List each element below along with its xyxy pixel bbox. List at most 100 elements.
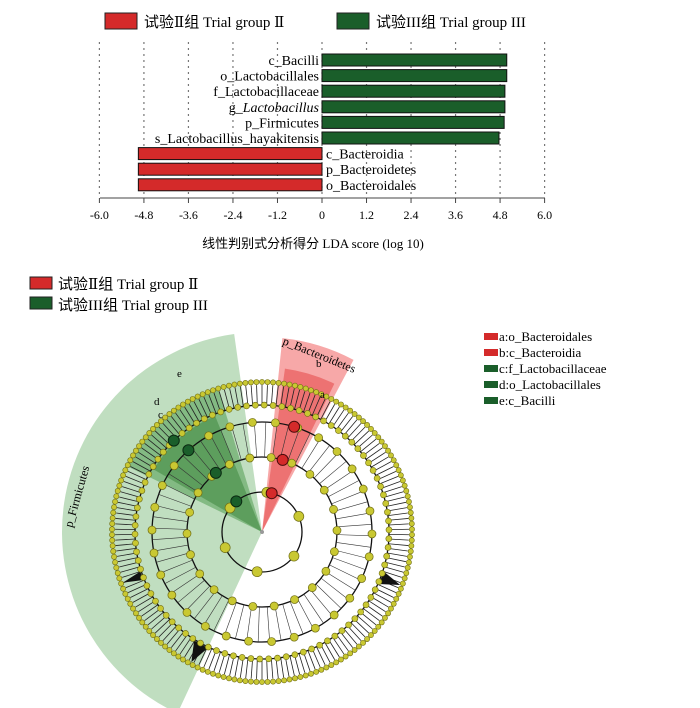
genus-node xyxy=(269,402,277,409)
leaf-spoke xyxy=(115,538,136,541)
leaf-node xyxy=(114,570,121,576)
leaf-node xyxy=(408,537,415,544)
key-label-e: e:c_Bacilli xyxy=(499,393,556,408)
leaf-node xyxy=(385,447,391,454)
genus-node xyxy=(131,522,139,529)
inner-node xyxy=(321,566,331,576)
inner-node xyxy=(332,447,342,456)
leaf-node xyxy=(397,472,404,479)
inner-node xyxy=(329,610,339,620)
genus-node xyxy=(256,655,264,663)
leaf-spoke xyxy=(368,600,386,613)
leaf-spoke xyxy=(365,447,383,460)
branch-link xyxy=(257,606,260,642)
leaf-spoke xyxy=(280,657,285,678)
bar-label-8: o_Bacteroidales xyxy=(326,179,416,194)
leaf-spoke xyxy=(166,628,181,645)
leaf-spoke xyxy=(289,655,295,676)
root-node xyxy=(260,530,264,534)
leaf-spoke xyxy=(363,443,380,456)
bar-label-7: p_Bacteroidetes xyxy=(326,163,416,178)
leaf-node xyxy=(109,537,116,544)
leaf-spoke xyxy=(363,608,380,621)
leaf-spoke xyxy=(328,639,340,658)
legend-swatch-group2 xyxy=(104,12,138,30)
leaf-node xyxy=(264,379,271,386)
genus-node xyxy=(357,608,364,616)
leaf-spoke xyxy=(307,650,316,670)
bar-label-0: c_Bacilli xyxy=(268,54,319,69)
leaf-node xyxy=(150,632,156,638)
branch-link xyxy=(319,461,347,485)
genus-node xyxy=(168,618,176,626)
x-tick-label-1: -4.8 xyxy=(134,208,153,222)
leaf-spoke xyxy=(332,409,345,427)
branch-link xyxy=(210,434,228,466)
inner-node xyxy=(150,502,160,512)
clade-nodes xyxy=(109,379,415,685)
branch-link xyxy=(170,573,200,594)
leaf-spoke xyxy=(132,592,151,603)
leaf-spoke xyxy=(320,644,331,663)
leaf-spoke xyxy=(203,648,213,668)
leaf-spoke xyxy=(151,434,167,449)
inner-node xyxy=(329,505,338,514)
genus-node xyxy=(140,574,147,581)
leaf-spoke xyxy=(116,547,137,552)
leaf-node xyxy=(166,411,173,417)
inner-node xyxy=(332,526,342,535)
leaf-node xyxy=(189,662,196,668)
leaf-node xyxy=(347,407,354,414)
x-tick-label-10: 6.0 xyxy=(537,208,552,222)
inner-node xyxy=(290,595,299,604)
leaf-spoke xyxy=(179,409,192,427)
leaf-spoke xyxy=(170,416,184,433)
leaf-node xyxy=(382,615,388,621)
clade-key: a:o_Bacteroidales b:c_Bacteroidia c:f_La… xyxy=(484,329,607,408)
inner-node xyxy=(219,542,231,553)
leaf-spoke xyxy=(316,399,326,418)
leaf-node xyxy=(323,393,330,400)
leaf-node xyxy=(142,623,149,630)
branch-link xyxy=(153,544,189,552)
inner-node xyxy=(288,550,300,562)
leaf-spoke xyxy=(386,557,407,563)
key-label-b: b:c_Bacteroidia xyxy=(499,345,582,360)
genus-node xyxy=(316,641,323,649)
branch-link xyxy=(168,473,199,493)
branch-link xyxy=(287,428,300,462)
inner-node xyxy=(269,601,279,611)
branch-link xyxy=(307,445,330,474)
inner-node xyxy=(319,485,329,495)
branch-link xyxy=(175,464,204,487)
leaf-spoke xyxy=(115,543,136,546)
leaf-spoke xyxy=(377,584,397,593)
inner-node xyxy=(182,608,192,617)
leaf-node xyxy=(270,379,276,386)
key-swatch-b xyxy=(484,349,498,356)
branch-link xyxy=(334,549,369,559)
inner-node xyxy=(314,433,324,443)
leaf-node xyxy=(328,662,335,668)
inner-node xyxy=(248,602,258,611)
leaf-node xyxy=(395,590,402,597)
genus-node xyxy=(324,637,331,645)
genus-node xyxy=(308,645,315,653)
leaf-spoke xyxy=(294,389,300,410)
leaf-spoke xyxy=(147,438,164,453)
branch-link xyxy=(185,585,211,612)
leaf-spoke xyxy=(234,656,240,677)
genus-node xyxy=(291,651,299,658)
inner-node xyxy=(266,453,276,462)
genus-node xyxy=(141,479,149,486)
leaf-node xyxy=(302,672,309,679)
bar-marks xyxy=(137,53,508,192)
leaf-spoke xyxy=(122,570,142,578)
leaf-spoke xyxy=(213,651,221,672)
genus-node xyxy=(182,630,189,637)
genus-node xyxy=(205,643,212,651)
leaf-spoke xyxy=(298,391,306,411)
inner-node xyxy=(287,458,297,468)
genus-node xyxy=(384,508,391,516)
leaf-node xyxy=(404,564,411,571)
